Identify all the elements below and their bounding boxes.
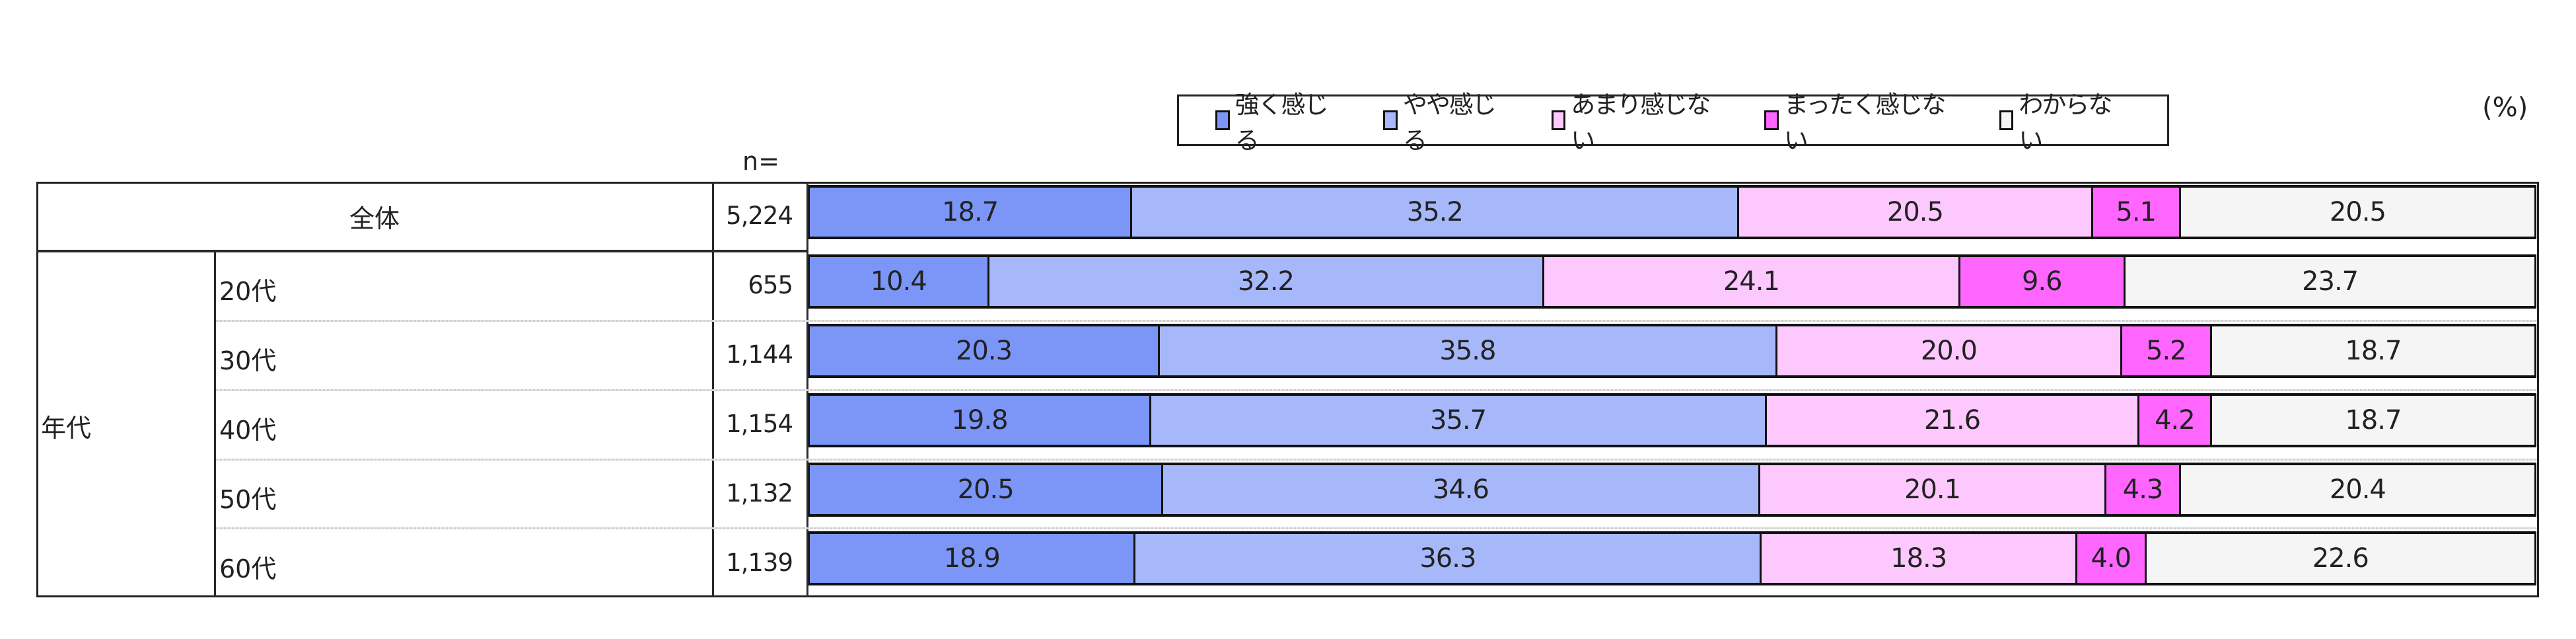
- n-value-total: 5,224: [726, 202, 793, 230]
- row-label-60s: 60代: [219, 554, 277, 583]
- legend-label: あまり感じない: [1571, 91, 1711, 155]
- row-label-40s: 40代: [219, 416, 277, 445]
- bar-segment-strongly-feel: 18.9: [810, 534, 1136, 583]
- bar-segment-dont-know: 18.7: [2211, 396, 2534, 445]
- n-value-50s: 1,132: [726, 479, 793, 507]
- table-frame: [36, 182, 2539, 597]
- bar-60s: 18.9 36.3 18.3 4.0 22.6: [808, 531, 2536, 585]
- bar-segment-not-much: 18.3: [1762, 534, 2078, 583]
- legend-label: 強く感じる: [1234, 91, 1329, 155]
- legend-swatch-somewhat-feel: [1383, 110, 1398, 130]
- bar-50s: 20.5 34.6 20.1 4.3 20.4: [808, 463, 2536, 517]
- n-value-40s: 1,154: [726, 410, 793, 438]
- bar-segment-somewhat-feel: 34.6: [1163, 465, 1760, 514]
- group-label-age: 年代: [41, 414, 92, 443]
- bar-30s: 20.3 35.8 20.0 5.2 18.7: [808, 324, 2536, 378]
- bar-segment-somewhat-feel: 35.7: [1151, 396, 1768, 445]
- row-separator: [216, 459, 2537, 461]
- bar-segment-strongly-feel: 18.7: [810, 188, 1133, 237]
- bar-segment-dont-know: 23.7: [2126, 257, 2534, 306]
- row-label-total: 全体: [349, 204, 400, 233]
- legend-swatch-not-at-all: [1764, 110, 1779, 130]
- bar-segment-not-much: 20.0: [1777, 326, 2122, 375]
- bar-segment-somewhat-feel: 36.3: [1135, 534, 1762, 583]
- legend-item-not-much: あまり感じない: [1551, 85, 1729, 156]
- bar-segment-not-at-all: 9.6: [1960, 257, 2126, 306]
- bar-segment-not-at-all: 4.2: [2139, 396, 2212, 445]
- row-separator: [216, 389, 2537, 391]
- legend-swatch-not-much: [1551, 110, 1566, 130]
- n-value-30s: 1,144: [726, 340, 793, 369]
- bar-segment-dont-know: 20.5: [2180, 188, 2534, 237]
- bar-segment-somewhat-feel: 32.2: [989, 257, 1545, 306]
- chart-legend: 強く感じる やや感じる あまり感じない まったく感じない わからない: [1177, 91, 2169, 155]
- legend-label: まったく感じない: [1783, 91, 1947, 155]
- bar-segment-not-much: 24.1: [1544, 257, 1960, 306]
- bar-20s: 10.4 32.2 24.1 9.6 23.7: [808, 254, 2536, 309]
- unit-label: (%): [2482, 93, 2528, 123]
- bar-segment-not-much: 20.5: [1739, 188, 2093, 237]
- bar-segment-somewhat-feel: 35.2: [1132, 188, 1740, 237]
- bar-segment-not-at-all: 4.3: [2106, 465, 2181, 514]
- bar-segment-dont-know: 18.7: [2211, 326, 2534, 375]
- legend-item-not-at-all: まったく感じない: [1764, 85, 1963, 156]
- bar-segment-not-at-all: 5.2: [2122, 326, 2212, 375]
- bar-segment-not-much: 21.6: [1767, 396, 2140, 445]
- n-header: n=: [742, 147, 779, 176]
- divider-total-group: [36, 250, 808, 252]
- row-label-30s: 30代: [219, 346, 277, 375]
- bar-segment-strongly-feel: 20.3: [810, 326, 1161, 375]
- legend-item-dont-know: わからない: [1999, 85, 2131, 156]
- bar-segment-strongly-feel: 19.8: [810, 396, 1151, 445]
- row-label-50s: 50代: [219, 485, 277, 514]
- bar-segment-strongly-feel: 10.4: [810, 257, 989, 306]
- divider-group-age: [214, 251, 216, 597]
- n-value-20s: 655: [748, 271, 793, 299]
- legend-item-strongly-feel: 強く感じる: [1215, 85, 1347, 156]
- bar-segment-dont-know: 20.4: [2180, 465, 2534, 514]
- row-label-20s: 20代: [219, 277, 277, 306]
- legend-swatch-strongly-feel: [1215, 110, 1230, 130]
- bar-segment-not-at-all: 4.0: [2077, 534, 2147, 583]
- bar-40s: 19.8 35.7 21.6 4.2 18.7: [808, 393, 2536, 447]
- bar-total: 18.7 35.2 20.5 5.1 20.5: [808, 185, 2536, 239]
- n-value-60s: 1,139: [726, 548, 793, 577]
- bar-segment-strongly-feel: 20.5: [810, 465, 1164, 514]
- row-separator: [216, 527, 2537, 529]
- legend-label: やや感じる: [1402, 91, 1497, 155]
- bar-segment-dont-know: 22.6: [2146, 534, 2534, 583]
- legend-label: わからない: [2019, 91, 2112, 155]
- bar-segment-not-at-all: 5.1: [2093, 188, 2181, 237]
- legend-item-somewhat-feel: やや感じる: [1383, 85, 1515, 156]
- row-separator: [216, 320, 2537, 322]
- legend-swatch-dont-know: [1999, 110, 2014, 130]
- bar-segment-somewhat-feel: 35.8: [1160, 326, 1777, 375]
- bar-segment-not-much: 20.1: [1760, 465, 2107, 514]
